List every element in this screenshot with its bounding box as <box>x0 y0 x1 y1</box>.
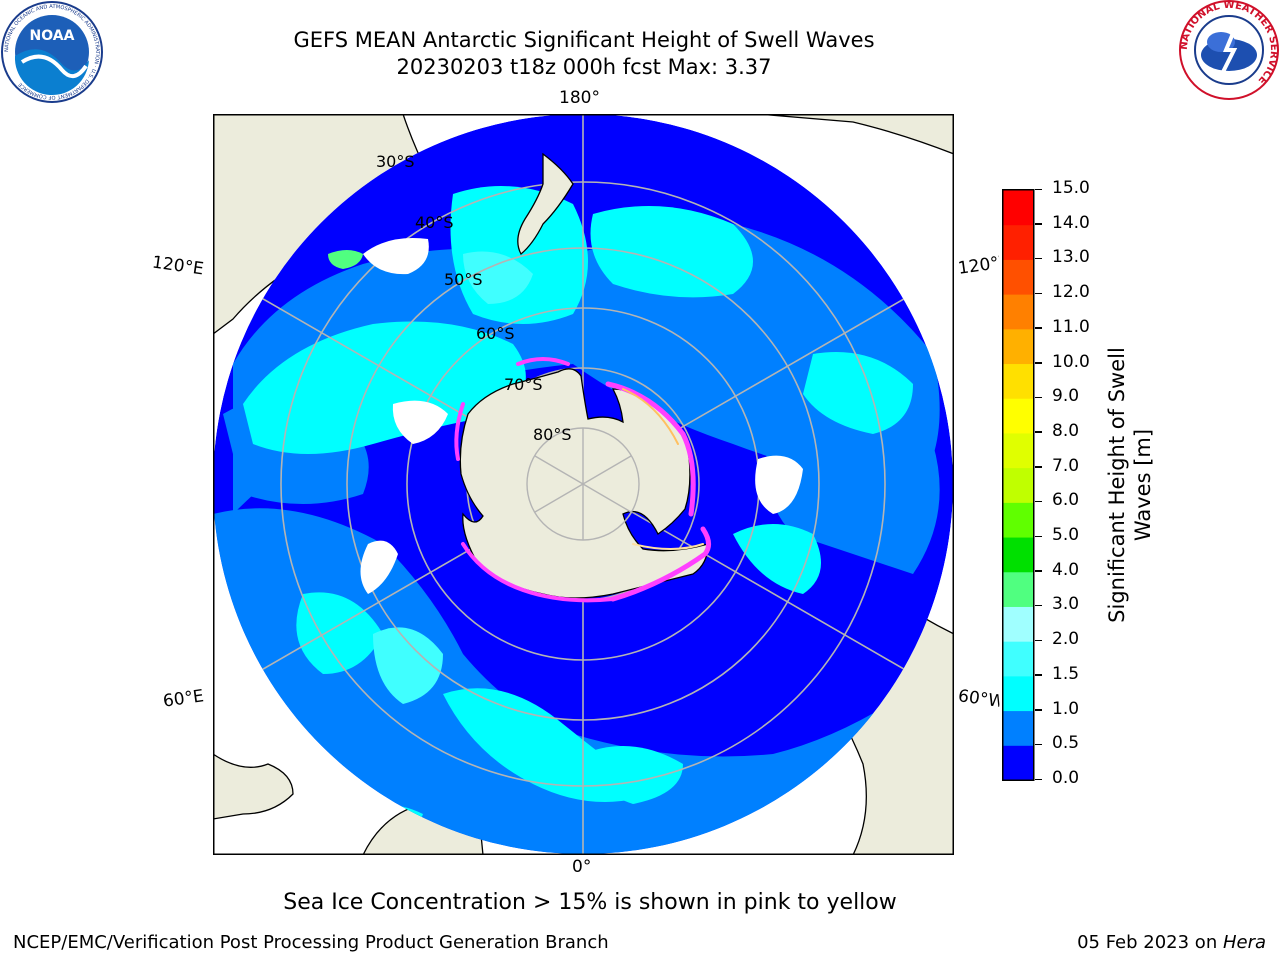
lat-label-60s: 60°S <box>476 324 515 343</box>
colorbar-tick-label: 4.0 <box>1052 559 1080 580</box>
colorbar-tick-mark <box>1035 327 1042 329</box>
footer-branch: NCEP/EMC/Verification Post Processing Pr… <box>13 932 609 953</box>
colorbar-bin <box>1003 745 1034 781</box>
colorbar-tick-mark <box>1035 292 1042 295</box>
colorbar-tick-mark <box>1035 396 1042 399</box>
colorbar-tick-label: 0.0 <box>1052 768 1080 788</box>
lon-label-60w: 60°W <box>956 686 1002 712</box>
colorbar <box>1002 189 1035 781</box>
colorbar-tick-label: 10.0 <box>1052 351 1090 372</box>
lon-label-60e: 60°E <box>161 686 206 712</box>
colorbar-bin <box>1003 467 1034 503</box>
colorbar-tick-label: 1.0 <box>1052 698 1080 719</box>
lat-label-40s: 40°S <box>415 213 454 232</box>
colorbar-tick-label: 9.0 <box>1052 386 1080 407</box>
colorbar-tick-label: 8.0 <box>1052 420 1080 441</box>
colorbar-tick-label: 12.0 <box>1052 282 1090 303</box>
lat-label-30s: 30°S <box>376 152 415 171</box>
colorbar-tick-mark <box>1035 431 1042 433</box>
lon-label-120w: 120°W <box>956 253 1002 279</box>
colorbar-tick-label: 1.5 <box>1052 663 1080 684</box>
colorbar-bin <box>1003 571 1034 607</box>
footer-date: 05 Feb 2023 on Hera <box>1077 932 1266 953</box>
sea-ice-caption: Sea Ice Concentration > 15% is shown in … <box>283 890 897 915</box>
colorbar-bin <box>1003 710 1034 746</box>
colorbar-bin <box>1003 606 1034 642</box>
colorbar-bin <box>1003 190 1034 226</box>
colorbar-tick-label: 11.0 <box>1052 316 1090 337</box>
colorbar-tick-mark <box>1035 570 1042 572</box>
colorbar-bin <box>1003 537 1034 573</box>
colorbar-tick-label: 0.5 <box>1052 733 1080 754</box>
chart-title: GEFS MEAN Antarctic Significant Height o… <box>293 28 875 52</box>
map-frame <box>213 114 954 855</box>
high-swell-patch <box>328 250 363 269</box>
nws-logo: NATIONAL WEATHER SERVICE <box>1179 0 1279 100</box>
colorbar-tick-mark <box>1035 674 1042 676</box>
colorbar-bin <box>1003 224 1034 260</box>
colorbar-tick-mark <box>1035 639 1042 642</box>
colorbar-tick-mark <box>1035 778 1042 780</box>
colorbar-tick-mark <box>1035 466 1042 468</box>
colorbar-bin <box>1003 432 1034 469</box>
colorbar-tick-mark <box>1035 709 1042 711</box>
lat-label-70s: 70°S <box>504 375 543 394</box>
colorbar-tick-label: 14.0 <box>1052 212 1090 233</box>
colorbar-tick-mark <box>1035 535 1042 538</box>
colorbar-tick-mark <box>1035 188 1042 190</box>
colorbar-tick-label: 5.0 <box>1052 525 1080 546</box>
colorbar-tick-label: 15.0 <box>1052 178 1090 198</box>
colorbar-tick-mark <box>1035 604 1042 607</box>
colorbar-bin <box>1003 641 1034 677</box>
colorbar-tick-label: 13.0 <box>1052 247 1090 268</box>
colorbar-tick-mark <box>1035 257 1042 260</box>
colorbar-tick-label: 2.0 <box>1052 629 1080 650</box>
colorbar-bin <box>1003 294 1034 330</box>
colorbar-tick-mark <box>1035 743 1042 746</box>
chart-subtitle: 20230203 t18z 000h fcst Max: 3.37 <box>396 55 772 79</box>
colorbar-bin <box>1003 502 1034 538</box>
colorbar-tick-mark <box>1035 223 1042 225</box>
lat-label-80s: 80°S <box>533 425 572 444</box>
colorbar-bin <box>1003 675 1034 712</box>
colorbar-bin <box>1003 398 1034 434</box>
lon-label-0: 0° <box>572 857 592 877</box>
lat-label-50s: 50°S <box>444 270 483 289</box>
sea-ice-edge <box>454 357 711 603</box>
colorbar-tick-label: 3.0 <box>1052 594 1080 615</box>
colorbar-tick-label: 7.0 <box>1052 455 1080 476</box>
colorbar-tick-label: 6.0 <box>1052 490 1080 511</box>
lon-label-120e: 120°E <box>150 252 205 280</box>
colorbar-bin <box>1003 363 1034 399</box>
footer-machine: Hera <box>1222 932 1266 953</box>
colorbar-bin <box>1003 259 1034 295</box>
polar-map <box>213 114 954 855</box>
colorbar-tick-mark <box>1035 362 1042 364</box>
colorbar-bin <box>1003 328 1034 365</box>
noaa-logo-text: NOAA <box>30 28 75 44</box>
colorbar-tick-mark <box>1035 500 1042 503</box>
lon-label-180: 180° <box>559 88 600 108</box>
missing-data-patches <box>360 238 803 594</box>
noaa-logo: NOAA NATIONAL OCEANIC AND ATMOSPHERIC AD… <box>1 1 103 103</box>
new-zealand <box>517 152 574 256</box>
